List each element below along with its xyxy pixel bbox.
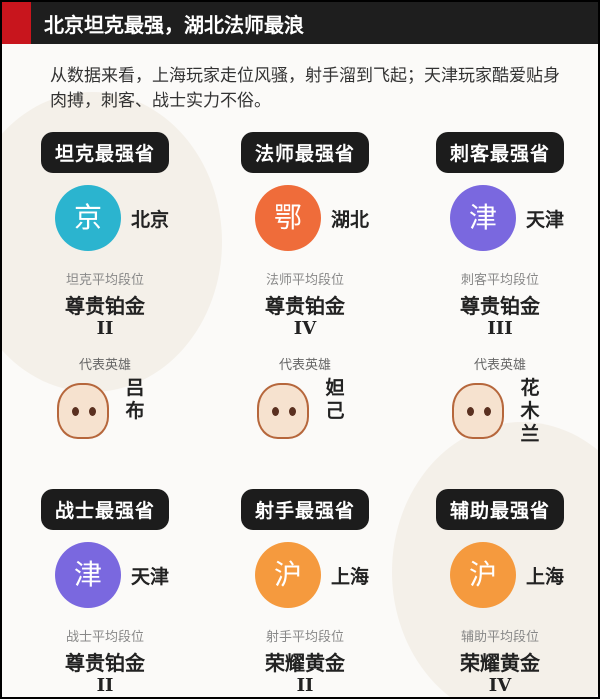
hero-label: 代表英雄: [473, 358, 526, 373]
rank-label: 坦克平均段位: [65, 273, 144, 288]
rank-tier: II: [96, 318, 114, 339]
province-name: 上海: [331, 566, 370, 588]
hero-avatar: [257, 383, 309, 439]
rank-value: 尊贵铂金: [65, 651, 145, 675]
province-badge: 津: [55, 542, 121, 608]
rank-tier: III: [487, 318, 513, 339]
page-title: 北京坦克最强，湖北法师最浪: [44, 13, 304, 37]
role-card: 辅助最强省 沪 上海 辅助平均段位 荣耀黄金 IV: [400, 489, 598, 697]
role-card: 射手最强省 沪 上海 射手平均段位 荣耀黄金 II: [205, 489, 405, 697]
rank-value: 荣耀黄金: [265, 651, 345, 675]
role-title: 战士最强省: [40, 489, 169, 530]
role-title: 辅助最强省: [435, 489, 564, 530]
rank-label: 战士平均段位: [65, 630, 144, 645]
rank-label: 辅助平均段位: [460, 630, 539, 645]
role-card: 战士最强省 津 天津 战士平均段位 尊贵铂金 II: [5, 489, 205, 697]
rank-tier: IV: [293, 318, 317, 339]
rank-value: 尊贵铂金: [265, 294, 345, 318]
hero-avatar: [452, 383, 504, 439]
rank-label: 射手平均段位: [265, 630, 344, 645]
province-name: 上海: [526, 566, 565, 588]
rank-value: 尊贵铂金: [460, 294, 540, 318]
hero-avatar: [57, 383, 109, 439]
rank-tier: II: [96, 675, 114, 696]
rank-tier: IV: [488, 675, 512, 696]
province-name: 湖北: [331, 209, 370, 231]
province-badge: 沪: [255, 542, 321, 608]
role-card: 坦克最强省 京 北京 坦克平均段位 尊贵铂金 II 代表英雄 吕布: [5, 132, 205, 447]
header-accent: [2, 2, 31, 44]
role-card: 法师最强省 鄂 湖北 法师平均段位 尊贵铂金 IV 代表英雄 妲己: [205, 132, 405, 447]
rank-tier: II: [296, 675, 314, 696]
role-title: 法师最强省: [240, 132, 369, 173]
role-title: 射手最强省: [240, 489, 369, 530]
role-title: 刺客最强省: [435, 132, 564, 173]
province-badge: 京: [55, 185, 121, 251]
role-title: 坦克最强省: [40, 132, 169, 173]
rank-label: 法师平均段位: [265, 273, 344, 288]
hero-label: 代表英雄: [78, 358, 131, 373]
hero-name: 妲己: [325, 377, 345, 422]
province-name: 天津: [131, 566, 170, 588]
province-badge: 鄂: [255, 185, 321, 251]
hero-name: 吕布: [125, 377, 145, 422]
province-badge: 沪: [450, 542, 516, 608]
role-card: 刺客最强省 津 天津 刺客平均段位 尊贵铂金 III 代表英雄 花木兰: [400, 132, 598, 447]
rank-value: 荣耀黄金: [460, 651, 540, 675]
rank-label: 刺客平均段位: [460, 273, 539, 288]
intro-text: 从数据来看，上海玩家走位风骚，射手溜到飞起；天津玩家酷爱贴身肉搏，刺客、战士实力…: [50, 66, 560, 111]
province-name: 天津: [526, 209, 565, 231]
province-badge: 津: [450, 185, 516, 251]
rank-value: 尊贵铂金: [65, 294, 145, 318]
province-name: 北京: [131, 209, 170, 231]
header-bar: 北京坦克最强，湖北法师最浪: [2, 2, 598, 44]
hero-label: 代表英雄: [278, 358, 331, 373]
hero-name: 花木兰: [520, 377, 540, 445]
